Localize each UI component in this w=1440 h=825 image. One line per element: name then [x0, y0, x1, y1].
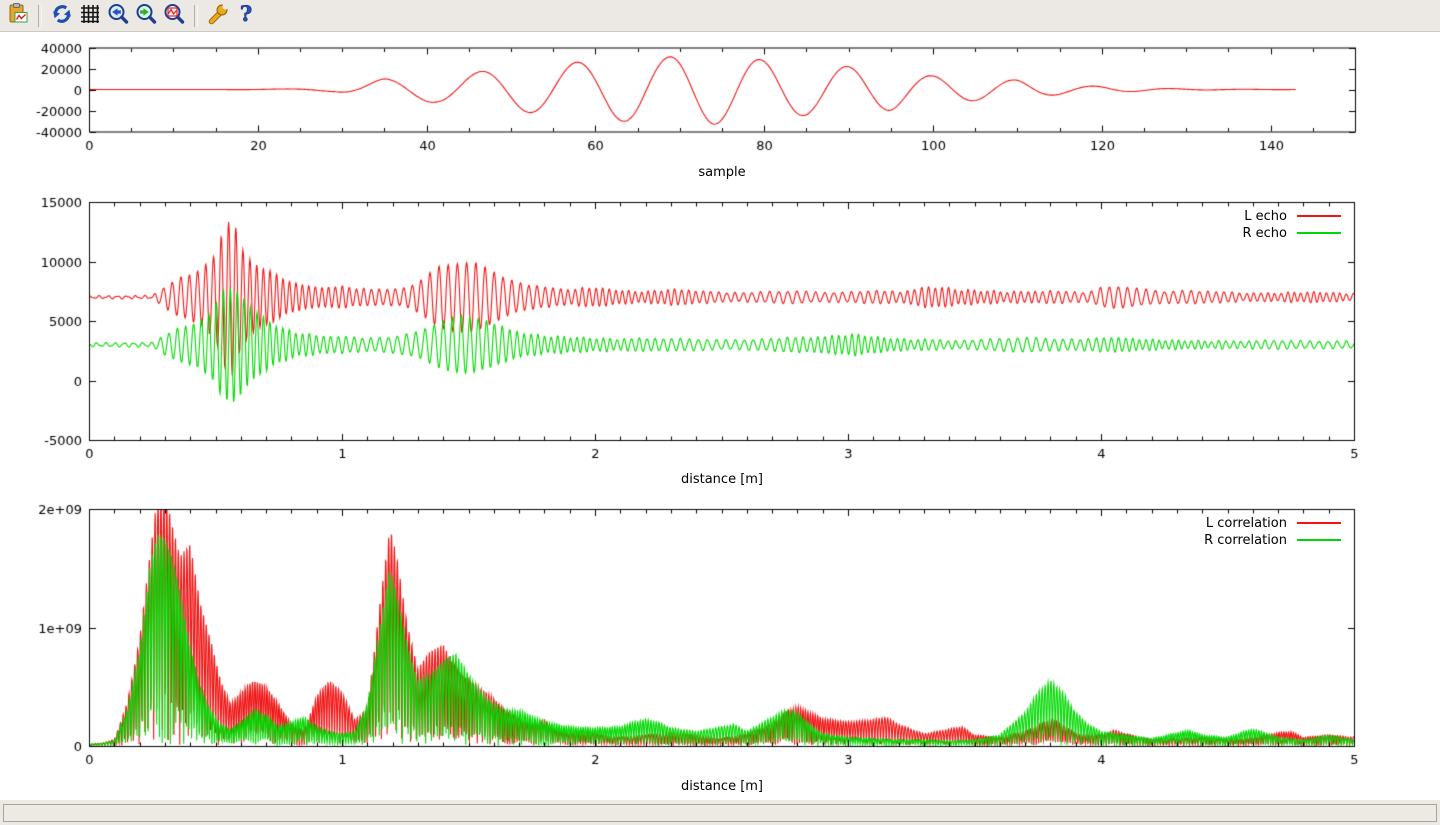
toolbar-separator	[38, 4, 42, 27]
legend-label: L correlation	[1205, 515, 1287, 531]
svg-text:?: ?	[240, 2, 252, 26]
configure-button[interactable]	[204, 2, 232, 30]
copy-plot-icon	[6, 2, 30, 29]
legend-label: R echo	[1242, 225, 1287, 241]
grid-icon	[78, 2, 102, 29]
legend-entry: R correlation	[1204, 532, 1341, 548]
legend-label: L echo	[1244, 208, 1287, 224]
legend-line-sample	[1297, 232, 1341, 234]
legend-echo: L echo R echo	[1242, 208, 1341, 241]
toggle-grid-button[interactable]	[76, 2, 104, 30]
autoscale-button[interactable]	[160, 2, 188, 30]
zoom-next-button[interactable]	[132, 2, 160, 30]
wrench-icon	[206, 2, 230, 29]
legend-entry: R echo	[1242, 225, 1341, 241]
legend-entry: L correlation	[1204, 515, 1341, 531]
xlabel-sample: sample	[698, 165, 746, 180]
xlabel-distance-echo: distance [m]	[680, 472, 764, 487]
plot-area: sample distance [m] distance [m] L echo …	[0, 33, 1440, 800]
status-field	[3, 804, 1437, 822]
xlabel-distance-correlation: distance [m]	[680, 779, 764, 794]
legend-line-sample	[1297, 522, 1341, 524]
status-bar	[0, 800, 1440, 825]
toolbar-separator	[194, 4, 198, 27]
legend-line-sample	[1297, 215, 1341, 217]
zoom-previous-button[interactable]	[104, 2, 132, 30]
help-button[interactable]: ?	[232, 1, 260, 30]
legend-entry: L echo	[1242, 208, 1341, 224]
legend-line-sample	[1297, 539, 1341, 541]
refresh-icon	[50, 2, 74, 29]
legend-label: R correlation	[1204, 532, 1287, 548]
zoom-next-icon	[134, 2, 158, 29]
copy-to-clipboard-button[interactable]	[4, 2, 32, 30]
plot-canvas[interactable]	[0, 33, 1440, 800]
zoom-fit-icon	[162, 2, 186, 29]
zoom-previous-icon	[106, 2, 130, 29]
toolbar: ?	[0, 0, 1440, 32]
replot-button[interactable]	[48, 2, 76, 30]
legend-correlation: L correlation R correlation	[1204, 515, 1341, 548]
help-icon: ?	[234, 1, 258, 29]
